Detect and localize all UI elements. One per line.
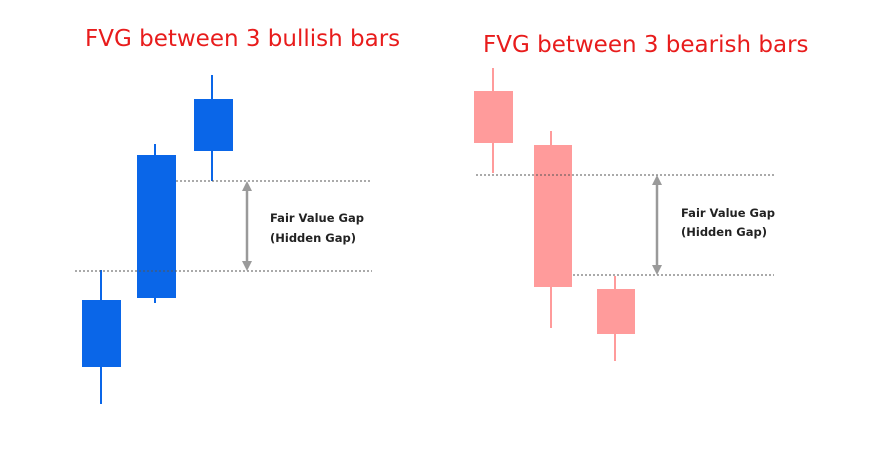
candles [82,75,233,404]
candles [474,68,635,361]
bearish-panel: FVG between 3 bearish bars Fair Value Ga… [474,32,809,361]
panel-title: FVG between 3 bearish bars [483,32,809,58]
annotation: (Hidden Gap) [681,225,767,239]
annotation: Fair Value Gap [681,206,775,220]
annotation: (Hidden Gap) [270,231,356,245]
panel-title: FVG between 3 bullish bars [85,26,400,52]
bullish-panel: FVG between 3 bullish bars Fair Value Ga… [75,26,400,404]
annotation: Fair Value Gap [270,211,364,225]
